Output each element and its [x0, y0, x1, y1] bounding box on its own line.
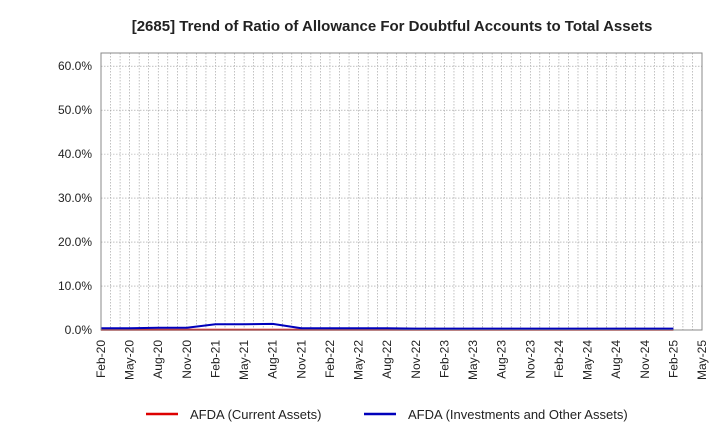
x-tick-label: Feb-24: [552, 340, 566, 378]
x-tick-label: May-22: [352, 340, 366, 380]
x-tick-label: May-21: [237, 340, 251, 380]
y-tick-label: 20.0%: [58, 235, 92, 249]
legend-label: AFDA (Investments and Other Assets): [408, 407, 628, 422]
chart-title: [2685] Trend of Ratio of Allowance For D…: [132, 18, 653, 35]
x-tick-label: Feb-23: [437, 340, 451, 378]
legend-label: AFDA (Current Assets): [190, 407, 321, 422]
y-tick-label: 30.0%: [58, 191, 92, 205]
x-tick-label: May-23: [466, 340, 480, 380]
x-tick-label: Feb-20: [94, 340, 108, 378]
x-tick-label: Feb-25: [666, 340, 680, 378]
x-tick-label: Aug-21: [266, 340, 280, 379]
y-tick-label: 10.0%: [58, 279, 92, 293]
y-tick-label: 50.0%: [58, 103, 92, 117]
x-tick-label: May-20: [123, 340, 137, 380]
x-tick-label: Nov-24: [638, 340, 652, 379]
x-tick-label: Aug-22: [380, 340, 394, 379]
plot-area-frame: [100, 52, 703, 331]
x-tick-label: May-24: [581, 340, 595, 380]
x-tick-label: Aug-24: [609, 340, 623, 379]
y-tick-label: 40.0%: [58, 147, 92, 161]
x-tick-label: Nov-22: [409, 340, 423, 379]
x-tick-label: Feb-22: [323, 340, 337, 378]
y-tick-label: 0.0%: [65, 323, 93, 337]
y-tick-label: 60.0%: [58, 59, 92, 73]
legend: AFDA (Current Assets) AFDA (Investments a…: [146, 407, 628, 422]
y-axis-ticks: 0.0% 10.0% 20.0% 30.0% 40.0% 50.0% 60.0%: [58, 59, 92, 337]
grid: [101, 53, 702, 330]
x-axis-ticks: Feb-20 May-20 Aug-20 Nov-20 Feb-21 May-21 Aug-…: [94, 340, 709, 380]
series-line-2: [101, 322, 674, 330]
x-tick-label: Nov-20: [180, 340, 194, 379]
x-tick-label: Nov-23: [523, 340, 537, 379]
x-tick-label: May-25: [695, 340, 709, 380]
x-tick-label: Feb-21: [208, 340, 222, 378]
x-tick-label: Aug-23: [495, 340, 509, 379]
x-tick-label: Nov-21: [294, 340, 308, 379]
x-tick-label: Aug-20: [151, 340, 165, 379]
